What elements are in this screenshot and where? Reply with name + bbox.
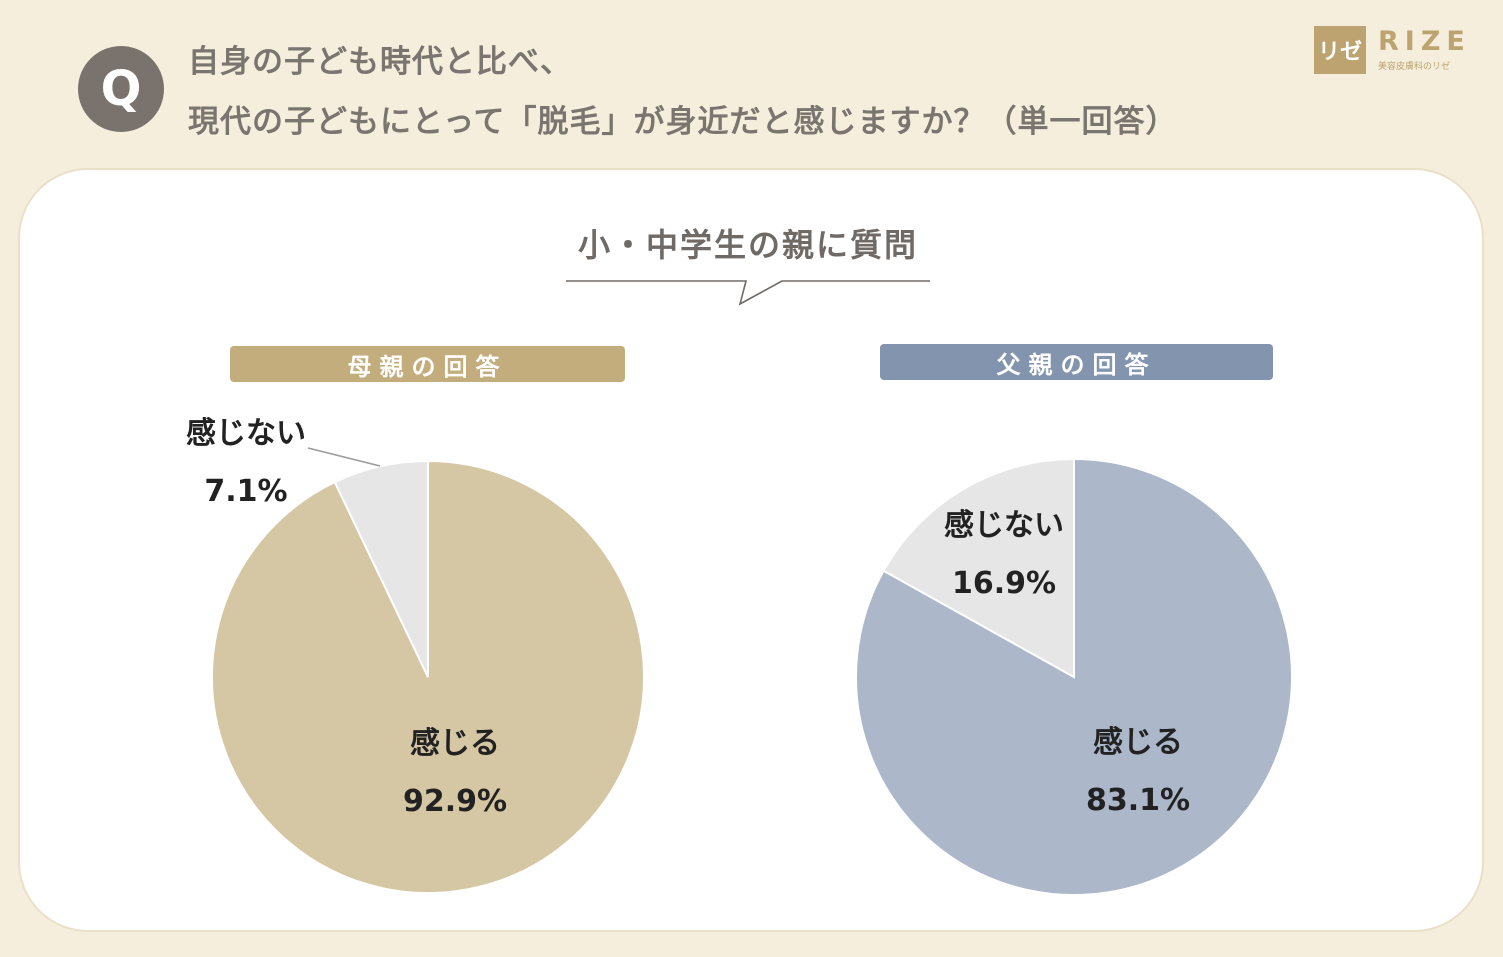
- logo-mark: リゼ: [1314, 26, 1366, 74]
- father-pie-value-1: 16.9%: [952, 566, 1056, 601]
- mother-pie-value-0: 92.9%: [403, 784, 507, 819]
- mother-pie-label-1: 感じない: [186, 416, 306, 451]
- logo-name: RIZE: [1378, 26, 1471, 57]
- mother-pie-slice-1: [333, 459, 429, 678]
- father-chart-title: 父親の回答: [880, 344, 1273, 380]
- question-badge: Q: [78, 46, 164, 132]
- mother-pie-slice-0: [211, 459, 645, 894]
- logo-tagline: 美容皮膚科のリゼ: [1378, 62, 1451, 72]
- father-pie: 感じる 83.1% 感じない 16.9%: [855, 457, 1293, 896]
- mother-pie-value-1: 7.1%: [204, 474, 287, 509]
- father-pie-label-0: 感じる: [1093, 725, 1183, 760]
- chart-subtitle: 小・中学生の親に質問: [577, 226, 918, 264]
- mother-pie: 感じる 92.9% 感じない 7.1%: [186, 416, 645, 894]
- father-pie-label-1: 感じない: [944, 508, 1064, 543]
- father-pie-slice-1: [882, 457, 1075, 679]
- rize-logo: リゼ RIZE 美容皮膚科のリゼ: [1314, 26, 1484, 74]
- mother-chart-title: 母親の回答: [230, 346, 625, 382]
- father-pie-value-0: 83.1%: [1086, 783, 1190, 818]
- mother-leader-line: [307, 447, 381, 467]
- question-line-2: 現代の子どもにとって「脱毛」が身近だと感じますか？（単一回答）: [188, 104, 1178, 140]
- question-text: 自身の子ども時代と比べ、 現代の子どもにとって「脱毛」が身近だと感じますか？（単…: [188, 32, 1308, 152]
- mother-pie-label-0: 感じる: [410, 726, 500, 761]
- speech-bubble-line: [566, 280, 930, 306]
- question-line-1: 自身の子ども時代と比べ、: [188, 44, 572, 80]
